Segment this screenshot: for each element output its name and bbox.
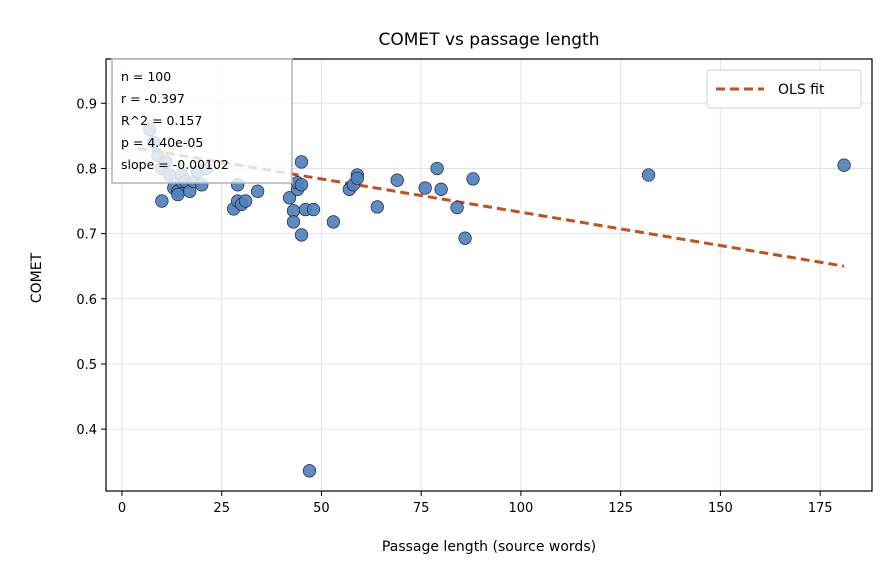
data-point: [294, 228, 309, 242]
axes: [105, 58, 873, 492]
data-point: [430, 161, 444, 176]
y-tick-label: 0.6: [76, 293, 97, 308]
data-point: [450, 200, 464, 215]
y-tick-label: 0.9: [76, 97, 97, 112]
x-tick-label: 75: [413, 501, 430, 516]
data-point: [326, 215, 341, 229]
data-point: [370, 200, 384, 214]
data-point: [350, 171, 364, 185]
stats-line: p = 4.40e-05: [121, 135, 203, 150]
data-point: [294, 178, 309, 192]
x-tick-label: 0: [118, 501, 126, 516]
data-point: [294, 155, 309, 169]
data-point: [434, 182, 448, 196]
x-tick-label: 100: [509, 501, 534, 516]
data-point: [390, 173, 404, 187]
data-point: [282, 191, 297, 205]
stats-box: n = 100 r = -0.397 R^2 = 0.157 p = 4.40e…: [111, 58, 293, 184]
data-point: [250, 184, 265, 198]
y-tick-label: 0.7: [76, 228, 97, 243]
ticks: 0 25 50 75 100 125 150 175 0.4 0.5 0.6 0.7 0.8 0.9: [76, 97, 832, 516]
data-point: [641, 168, 656, 182]
stats-line: n = 100: [121, 69, 171, 84]
stats-line: R^2 = 0.157: [121, 113, 202, 128]
data-point: [306, 202, 321, 217]
plot-frame: [105, 58, 873, 492]
data-point: [286, 204, 301, 218]
stats-line: r = -0.397: [121, 91, 185, 106]
x-tick-label: 50: [313, 501, 330, 516]
x-tick-label: 125: [608, 501, 633, 516]
data-point: [418, 181, 432, 195]
y-tick-label: 0.8: [76, 162, 97, 177]
data-point: [155, 194, 169, 208]
stats-line: slope = -0.00102: [121, 157, 229, 172]
legend: OLS fit: [706, 69, 862, 109]
data-point: [837, 158, 851, 172]
y-axis-label: COMET: [29, 252, 45, 303]
data-point: [302, 464, 317, 478]
x-tick-label: 25: [213, 501, 230, 516]
legend-label: OLS fit: [778, 82, 825, 98]
data-point: [466, 172, 480, 186]
x-axis-label: Passage length (source words): [382, 539, 596, 555]
x-tick-label: 175: [808, 501, 833, 516]
data-point: [171, 187, 185, 202]
data-point: [238, 194, 253, 208]
y-tick-label: 0.5: [76, 358, 97, 373]
data-point: [286, 215, 301, 229]
data-point: [458, 231, 472, 245]
stats-box-frame: [111, 58, 293, 184]
legend-frame: [706, 69, 862, 109]
chart-title: COMET vs passage length: [379, 30, 600, 50]
y-tick-label: 0.4: [76, 423, 97, 438]
x-tick-label: 150: [708, 501, 733, 516]
